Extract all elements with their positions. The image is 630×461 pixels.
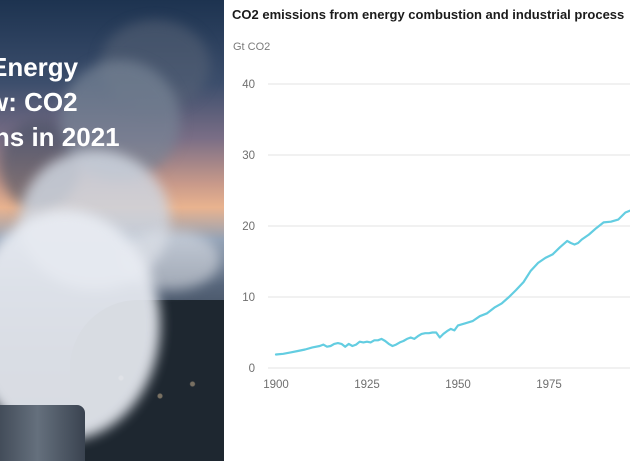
x-tick-labels: 1900 1925 1950 1975 — [263, 379, 562, 391]
series-line — [274, 209, 630, 356]
chart-title: CO2 emissions from energy combustion and… — [232, 7, 625, 22]
y-tick-labels: 0 10 20 30 40 — [242, 79, 255, 375]
y-tick-label: 30 — [242, 150, 255, 162]
grid-lines — [268, 83, 630, 369]
hero-title-line: ons in 2021 — [0, 122, 120, 152]
y-tick-label: 40 — [242, 79, 255, 91]
hero-panel: Energy w: CO2 ons in 2021 — [0, 0, 224, 461]
x-tick-label: 1950 — [445, 379, 471, 391]
series-group — [274, 209, 630, 356]
steam-cloud — [0, 210, 160, 440]
hero-title-line: Energy — [0, 52, 79, 82]
line-chart: Gt CO2 0 10 20 30 40 1900 1925 1950 1975 — [233, 41, 630, 391]
hero-title[interactable]: Energy w: CO2 ons in 2021 — [0, 50, 224, 155]
x-tick-label: 1975 — [536, 379, 562, 391]
y-tick-label: 0 — [249, 363, 255, 375]
x-tick-label: 1925 — [354, 379, 380, 391]
hero-title-line: w: CO2 — [0, 87, 78, 117]
y-tick-label: 20 — [242, 221, 255, 233]
y-tick-label: 10 — [242, 292, 255, 304]
cooling-tower — [0, 405, 85, 461]
x-tick-label: 1900 — [263, 379, 289, 391]
y-axis-unit-label: Gt CO2 — [233, 41, 270, 53]
